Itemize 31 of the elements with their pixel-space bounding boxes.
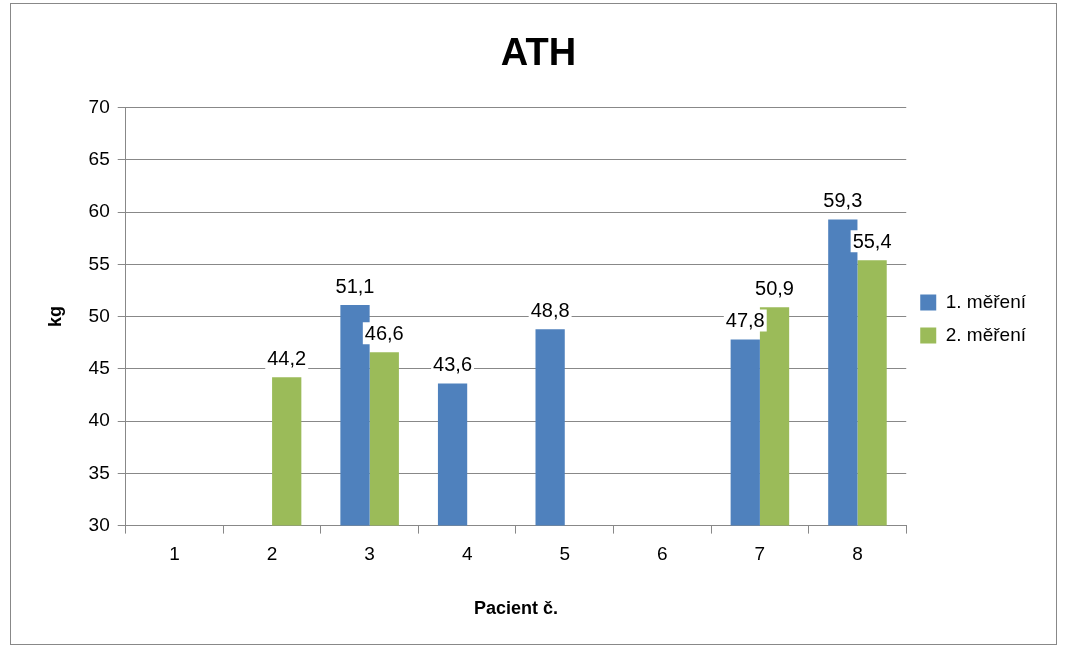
y-tick-label: 55 (88, 252, 110, 274)
y-tick-label: 50 (88, 304, 110, 326)
y-tick-label: 70 (88, 95, 110, 117)
data-label: 55,4 (852, 229, 892, 252)
x-tick-label: 2 (266, 543, 278, 565)
y-tick-label: 35 (88, 461, 110, 483)
x-tick-label: 4 (461, 543, 473, 565)
y-tick-label: 45 (88, 357, 110, 379)
x-tick-label: 8 (852, 543, 863, 565)
data-label: 43,6 (433, 353, 473, 375)
x-tick-label: 3 (364, 543, 375, 565)
x-tick-label: 5 (559, 543, 571, 565)
data-label: 44,2 (267, 346, 307, 369)
chart-title: ATH (500, 31, 577, 74)
y-tick-label: 40 (88, 409, 110, 431)
data-label: 47,8 (725, 309, 765, 332)
data-label: 48,8 (530, 298, 570, 321)
x-tick-label: 1 (169, 543, 180, 565)
y-tick-label: 30 (88, 513, 110, 535)
y-tick-label: 65 (88, 148, 110, 170)
data-label: 59,3 (823, 188, 863, 211)
legend-label: 1. měření (945, 290, 1027, 312)
x-tick-label: 7 (754, 543, 766, 565)
data-label: 46,6 (364, 321, 404, 344)
y-tick-label: 60 (88, 200, 110, 222)
x-tick-label: 6 (657, 543, 668, 565)
legend-label: 2. měření (945, 323, 1027, 345)
data-label: 50,9 (755, 276, 794, 299)
x-axis-title: Pacient č. (473, 598, 559, 619)
data-label: 51,1 (335, 274, 375, 297)
y-axis-title: kg (44, 306, 65, 328)
